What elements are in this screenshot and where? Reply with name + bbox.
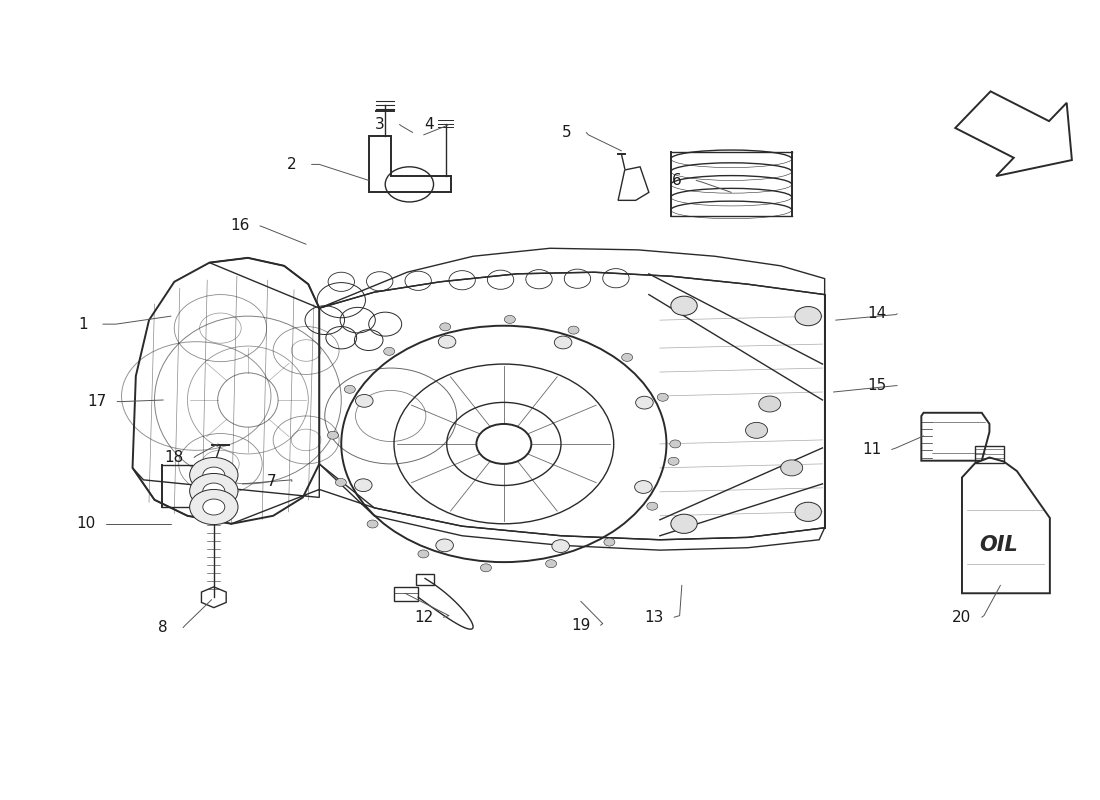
Circle shape bbox=[795, 306, 822, 326]
Circle shape bbox=[504, 315, 515, 323]
Circle shape bbox=[355, 394, 373, 407]
Circle shape bbox=[328, 431, 339, 439]
Circle shape bbox=[795, 502, 822, 522]
Circle shape bbox=[759, 396, 781, 412]
Circle shape bbox=[202, 467, 224, 483]
Circle shape bbox=[671, 514, 697, 534]
Circle shape bbox=[202, 483, 224, 499]
Circle shape bbox=[481, 564, 492, 572]
Polygon shape bbox=[962, 458, 1049, 594]
Circle shape bbox=[746, 422, 768, 438]
Circle shape bbox=[440, 323, 451, 331]
Circle shape bbox=[554, 336, 572, 349]
Circle shape bbox=[621, 354, 632, 362]
Circle shape bbox=[354, 479, 372, 491]
Circle shape bbox=[418, 550, 429, 558]
Text: 3: 3 bbox=[375, 117, 385, 132]
Circle shape bbox=[189, 490, 238, 525]
Text: 16: 16 bbox=[231, 218, 250, 234]
Circle shape bbox=[436, 539, 453, 552]
Circle shape bbox=[670, 440, 681, 448]
Bar bbox=[194, 467, 227, 499]
Circle shape bbox=[636, 396, 653, 409]
Text: 11: 11 bbox=[862, 442, 881, 457]
Text: 20: 20 bbox=[953, 610, 971, 625]
Circle shape bbox=[635, 481, 652, 494]
Circle shape bbox=[344, 386, 355, 394]
Text: OIL: OIL bbox=[979, 534, 1019, 554]
Text: 5: 5 bbox=[562, 125, 571, 140]
Text: 8: 8 bbox=[158, 620, 168, 635]
Text: 15: 15 bbox=[868, 378, 887, 393]
Text: 12: 12 bbox=[414, 610, 433, 625]
Circle shape bbox=[647, 502, 658, 510]
Text: 4: 4 bbox=[425, 117, 435, 132]
Circle shape bbox=[671, 296, 697, 315]
Text: 10: 10 bbox=[77, 516, 96, 531]
Circle shape bbox=[336, 478, 346, 486]
Circle shape bbox=[384, 347, 395, 355]
Circle shape bbox=[604, 538, 615, 546]
Text: 6: 6 bbox=[671, 173, 681, 188]
Circle shape bbox=[202, 499, 224, 515]
Circle shape bbox=[546, 560, 557, 568]
Circle shape bbox=[568, 326, 579, 334]
Text: 17: 17 bbox=[88, 394, 107, 409]
Text: 13: 13 bbox=[645, 610, 664, 625]
Text: 7: 7 bbox=[267, 474, 277, 489]
Circle shape bbox=[552, 540, 570, 553]
Circle shape bbox=[438, 335, 455, 348]
Text: 18: 18 bbox=[165, 450, 184, 465]
Circle shape bbox=[781, 460, 803, 476]
Bar bbox=[416, 574, 433, 585]
Text: 19: 19 bbox=[571, 618, 591, 633]
Circle shape bbox=[658, 394, 669, 402]
Text: 14: 14 bbox=[868, 306, 887, 322]
Text: 2: 2 bbox=[287, 157, 297, 172]
Circle shape bbox=[668, 458, 679, 466]
Text: 1: 1 bbox=[78, 317, 88, 332]
Bar bbox=[976, 446, 1003, 463]
Circle shape bbox=[189, 474, 238, 509]
Bar bbox=[394, 587, 418, 602]
Circle shape bbox=[189, 458, 238, 493]
Circle shape bbox=[367, 520, 378, 528]
